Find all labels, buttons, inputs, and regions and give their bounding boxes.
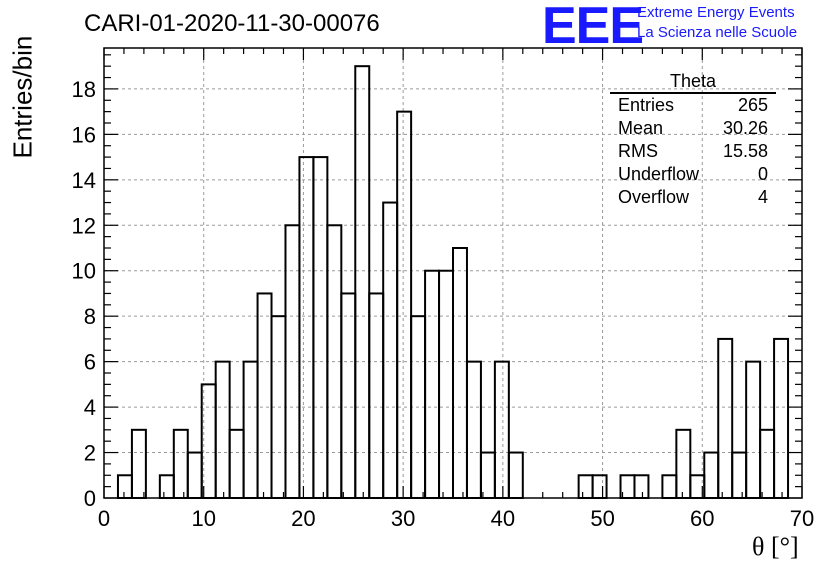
x-tick-label: 70 [790, 506, 814, 531]
stats-row-rms: RMS 15.58 [610, 140, 776, 163]
histogram-bin [717, 337, 734, 499]
x-tick-label: 50 [590, 506, 614, 531]
histogram-bin [773, 337, 790, 499]
logo-line-2: La Scienza nelle Scuole [637, 24, 798, 41]
y-tick-label: 16 [72, 122, 96, 147]
y-tick-label: 8 [84, 304, 96, 329]
histogram-bin [661, 474, 678, 500]
histogram-bin [158, 474, 175, 500]
histogram-bin [675, 428, 692, 499]
plot-frame [103, 47, 803, 499]
histogram-bin [186, 451, 203, 499]
histogram-bin [591, 474, 608, 500]
x-tick-label: 40 [491, 506, 515, 531]
stats-value: 0 [757, 164, 768, 184]
stats-label: Mean [618, 118, 664, 138]
stats-value: 15.58 [722, 141, 768, 161]
histogram-bin [438, 269, 455, 499]
y-tick-label: 2 [84, 441, 96, 466]
x-tick-label: 20 [291, 506, 315, 531]
y-tick-label: 6 [84, 350, 96, 375]
histogram-bin [703, 451, 720, 499]
y-tick-label: 4 [84, 395, 96, 420]
y-tick-label: 10 [72, 259, 96, 284]
histogram-bin [493, 360, 510, 499]
histogram-bin [340, 292, 357, 500]
histogram-bin [256, 292, 273, 500]
histogram-bin [172, 428, 189, 499]
histogram-bin [242, 360, 259, 499]
stats-label: Entries [618, 95, 675, 115]
stats-label: Underflow [618, 164, 700, 184]
histogram-bin [452, 247, 468, 499]
y-axis-label: Entries/bin [7, 35, 38, 159]
eee-logo: EEE [542, 0, 644, 55]
histogram-bin [368, 292, 385, 500]
histogram-bin [354, 65, 371, 499]
histogram-bin [633, 474, 650, 500]
histogram-bin [424, 269, 441, 499]
histogram-bin [745, 360, 762, 499]
stats-row-underflow: Underflow 0 [610, 163, 776, 186]
x-tick-label: 0 [98, 506, 110, 531]
histogram-bin [228, 428, 245, 499]
histogram-bin [312, 156, 329, 499]
y-tick-label: 14 [72, 168, 96, 193]
histogram-bin [396, 110, 413, 500]
stats-value: 4 [757, 187, 768, 207]
histogram-bin [577, 474, 594, 500]
histogram-bin [130, 428, 147, 499]
histogram-bin [116, 474, 133, 500]
y-tick-label: 0 [84, 486, 96, 511]
histogram-bin [298, 156, 315, 499]
logo-line-1: Extreme Energy Events [637, 4, 795, 21]
histogram-bin [214, 360, 231, 499]
chart-title: CARI-01-2020-11-30-00076 [84, 10, 380, 37]
histogram-bin [382, 201, 399, 500]
stats-box: Theta Entries 265 Mean 30.26 RMS 15.58 U… [610, 70, 776, 209]
stats-label: Overflow [618, 187, 690, 207]
stats-value: 265 [737, 95, 768, 115]
histogram-bin [731, 451, 748, 499]
stats-value: 30.26 [722, 118, 768, 138]
stats-title: Theta [610, 70, 776, 94]
histogram-bin [479, 451, 496, 499]
y-tick-label: 18 [72, 77, 96, 102]
histogram-bin [759, 428, 776, 499]
stats-row-mean: Mean 30.26 [610, 117, 776, 140]
x-tick-label: 60 [690, 506, 714, 531]
stats-label: RMS [618, 141, 658, 161]
histogram-bin [507, 451, 524, 499]
x-axis-label: θ [°] [752, 532, 799, 561]
stats-row-entries: Entries 265 [610, 94, 776, 117]
x-tick-label: 30 [391, 506, 415, 531]
x-tick-label: 10 [191, 506, 215, 531]
y-tick-label: 12 [72, 213, 96, 238]
stats-row-overflow: Overflow 4 [610, 186, 776, 209]
histogram-bin [465, 360, 482, 499]
